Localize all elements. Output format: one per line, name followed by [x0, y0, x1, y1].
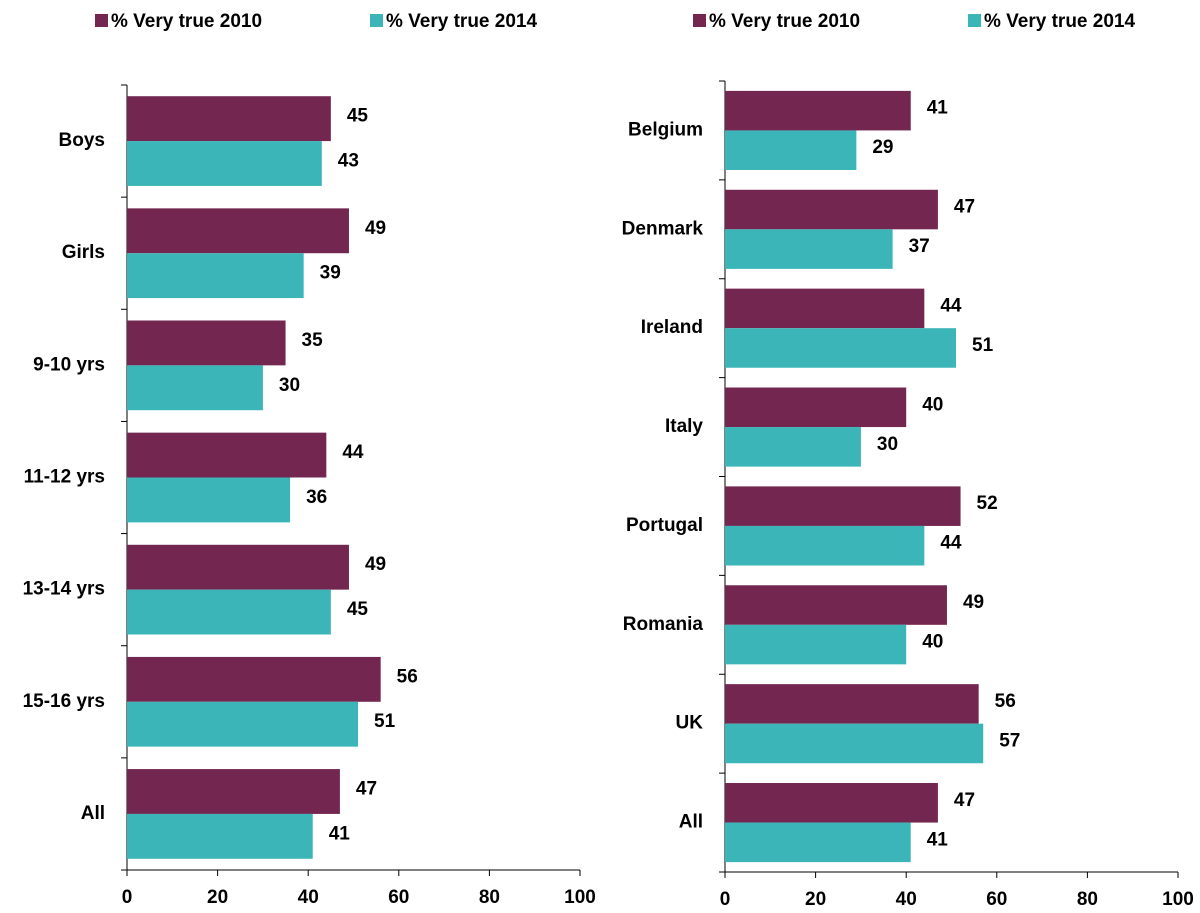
- legend-swatch: [968, 14, 981, 27]
- data-label: 47: [356, 779, 377, 800]
- data-label: 40: [922, 632, 943, 653]
- bar: [127, 769, 340, 814]
- data-label: 56: [995, 691, 1016, 712]
- bar: [127, 432, 327, 478]
- data-label: 49: [365, 554, 386, 575]
- bar: [127, 320, 286, 366]
- bar: [725, 822, 911, 863]
- x-tick-label: 60: [388, 887, 409, 908]
- legend-swatch: [370, 14, 383, 27]
- data-label: 41: [927, 829, 949, 850]
- bar: [725, 585, 947, 625]
- data-label: 30: [877, 434, 898, 455]
- data-label: 37: [909, 236, 930, 257]
- data-label: 49: [963, 592, 984, 613]
- bar: [127, 96, 331, 142]
- y-tick-label: Boys: [59, 130, 105, 151]
- bar: [127, 208, 349, 254]
- y-tick-label: 15-16 yrs: [23, 691, 105, 712]
- bar: [725, 723, 984, 764]
- data-label: 51: [374, 711, 396, 732]
- legend-label: % Very true 2014: [386, 11, 537, 32]
- bar: [725, 525, 925, 566]
- bar: [725, 130, 857, 170]
- bar: [127, 656, 381, 702]
- data-label: 49: [365, 218, 386, 239]
- bar: [725, 624, 907, 665]
- y-tick-label: Belgium: [628, 119, 703, 140]
- y-tick-label: Portugal: [626, 515, 703, 536]
- x-tick-label: 20: [805, 889, 826, 910]
- y-tick-label: Denmark: [622, 218, 704, 239]
- y-tick-label: All: [81, 803, 105, 824]
- data-label: 57: [999, 730, 1020, 751]
- data-label: 47: [954, 790, 975, 811]
- data-label: 39: [320, 263, 341, 284]
- legend-swatch: [95, 14, 108, 27]
- bar: [127, 141, 322, 186]
- data-label: 35: [302, 330, 324, 351]
- y-tick-label: 13-14 yrs: [23, 579, 105, 600]
- legend-label: % Very true 2010: [111, 11, 262, 32]
- y-tick-label: UK: [676, 713, 704, 734]
- data-label: 45: [347, 106, 369, 127]
- bar: [127, 813, 313, 859]
- y-tick-label: Ireland: [641, 317, 703, 338]
- bar: [127, 589, 331, 635]
- bar: [725, 288, 925, 329]
- y-tick-label: Romania: [623, 614, 704, 635]
- data-label: 44: [342, 442, 364, 463]
- bar: [127, 701, 359, 747]
- data-label: 45: [347, 599, 369, 620]
- bar: [127, 253, 304, 299]
- data-label: 44: [940, 533, 962, 554]
- data-label: 40: [922, 394, 943, 415]
- x-tick-label: 0: [122, 887, 133, 908]
- data-label: 47: [954, 197, 975, 218]
- x-tick-label: 40: [298, 887, 319, 908]
- y-tick-label: Italy: [665, 416, 703, 437]
- bar: [725, 684, 979, 724]
- legend-label: % Very true 2010: [709, 11, 860, 32]
- bar: [725, 328, 957, 368]
- bar: [725, 90, 911, 131]
- y-tick-label: Girls: [62, 242, 105, 263]
- y-tick-label: 9-10 yrs: [33, 354, 105, 375]
- data-label: 44: [940, 295, 962, 316]
- y-tick-label: 11-12 yrs: [24, 467, 105, 488]
- x-tick-label: 60: [986, 889, 1007, 910]
- bar: [725, 427, 861, 467]
- x-tick-label: 40: [896, 889, 917, 910]
- data-label: 41: [927, 98, 949, 119]
- bar: [725, 486, 961, 526]
- data-label: 29: [872, 137, 893, 158]
- x-tick-label: 80: [479, 887, 500, 908]
- x-tick-label: 100: [1162, 889, 1194, 910]
- bar: [725, 783, 938, 823]
- y-tick-label: All: [679, 812, 703, 833]
- bar: [725, 387, 907, 428]
- bar: [127, 365, 263, 411]
- x-tick-label: 20: [207, 887, 228, 908]
- bar: [725, 189, 938, 230]
- data-label: 36: [306, 487, 327, 508]
- x-tick-label: 0: [720, 889, 731, 910]
- data-label: 30: [279, 375, 300, 396]
- data-label: 43: [338, 151, 359, 172]
- legend-label: % Very true 2014: [984, 11, 1135, 32]
- data-label: 52: [977, 493, 998, 514]
- bar: [127, 544, 349, 590]
- bar: [127, 477, 291, 523]
- x-tick-label: 100: [564, 887, 596, 908]
- x-tick-label: 80: [1077, 889, 1098, 910]
- data-label: 51: [972, 335, 994, 356]
- data-label: 41: [329, 823, 351, 844]
- legend-swatch: [693, 14, 706, 27]
- bar: [725, 229, 893, 269]
- data-label: 56: [397, 666, 418, 687]
